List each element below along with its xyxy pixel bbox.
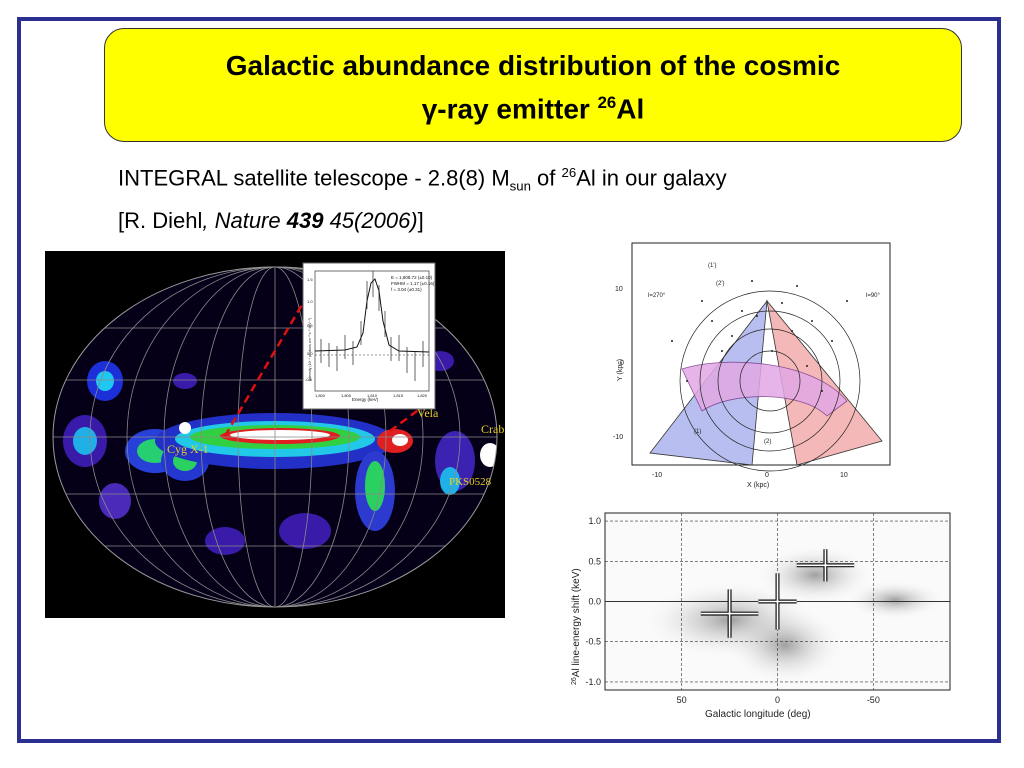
galaxy-diagram: -10 0 10 10 0 -10 X (kpc) Y (kpc) l=270°… [612,241,892,489]
sky-map-image: Cyg X-1 Vela Crab PKS0528 E = 1,808.72 (… [45,251,505,618]
inset-ylabel: Intensity (10⁻⁴ photons cm⁻² s⁻¹ keV⁻¹) [308,318,312,381]
label-2-prime: (2') [716,281,724,287]
scatter-dots [671,280,848,392]
y-tick-label: 1.0 [588,516,601,526]
error-cross [700,589,759,638]
inset-xlabel: Energy (keV) [352,397,379,402]
subtitle-text: of [530,165,562,191]
diagram-xtick: 10 [840,472,848,479]
title-line-1: Galactic abundance distribution of the c… [225,50,841,81]
y-tick-label: 0.5 [588,556,601,566]
shift-ylabel-sup: 26 [571,677,578,685]
inset-ytick: 0.0 [307,351,313,356]
citation-volume: 439 [286,207,324,233]
sky-map-svg: Cyg X-1 Vela Crab PKS0528 E = 1,808.72 (… [52,262,504,608]
inset-fit-flux: f = 3.04 (±0.31) [391,287,422,292]
x-tick-label: 0 [775,695,780,705]
galaxy-diagram-svg: -10 0 10 10 0 -10 X (kpc) Y (kpc) l=270°… [613,242,891,489]
label-1: (1) [694,429,701,435]
y-tick-label: -1.0 [585,677,601,687]
subtitle-text: Al in our galaxy [576,165,727,191]
y-tick-label: -0.5 [585,637,601,647]
label-1-prime: (1') [708,263,716,269]
diagram-xtick: 0 [765,472,769,479]
diagram-ytick: 0 [620,360,624,367]
subtitle-text: INTEGRAL satellite telescope - 2.8(8) M [118,165,510,191]
inset-xtick: 1,800 [315,393,326,398]
sky-grid [53,267,497,607]
citation-pages: 45(2006) [323,207,418,233]
slide-title: Galactic abundance distribution of the c… [104,28,962,142]
label-l90: l=90° [866,293,881,299]
subtitle-superscript: 26 [561,165,577,180]
label-crab: Crab [481,422,504,436]
diagram-ylabel: Y (kpc) [617,359,624,381]
y-tick-label: 0.0 [588,597,601,607]
title-superscript: 26 [597,93,617,112]
subtitle: INTEGRAL satellite telescope - 2.8(8) Ms… [118,156,727,238]
citation-journal: , Nature [202,207,287,233]
citation-end: ] [417,207,424,233]
orbit-circles [679,290,861,472]
error-cross [796,549,855,582]
shift-plot: 1.0 0.5 0.0 -0.5 -1.0 50 0 -50 Galactic longitu… [565,505,960,730]
citation-author: [R. Diehl [118,207,203,233]
emission-blobs [63,351,497,555]
diagram-xtick: -10 [652,472,662,479]
inset-fit-energy: E = 1,808.72 (±0.10) [391,275,433,280]
inset-fit-fwhm: FWHM = 1.17 (±0.16) [391,281,435,286]
diagram-ytick: -10 [613,434,623,441]
diagram-ytick: 10 [615,286,623,293]
inset-xtick: 1,815 [393,393,404,398]
title-line-2-pre: γ-ray emitter [421,93,598,125]
label-pks0528: PKS0528 [449,476,492,488]
subtitle-subscript: sun [509,178,531,194]
inset-xtick: 1,820 [417,393,428,398]
title-line-2-post: Al [616,93,645,125]
label-2: (2) [764,439,771,445]
shift-ylabel-rest: Al line-energy shift (keV) [571,568,582,677]
inset-ytick: 1.5 [307,277,313,282]
inset-xtick: 1,810 [367,393,378,398]
purple-arrow-band [681,361,848,417]
shift-xlabel: Galactic longitude (deg) [705,709,811,720]
sky-outline [52,266,498,608]
x-tick-label: -50 [867,695,880,705]
error-cross [758,573,797,630]
inset-ytick: 0.5 [307,323,313,328]
label-l270: l=270° [648,293,666,299]
shift-ylabel: 26Al line-energy shift (keV) [571,568,582,685]
x-tick-label: 50 [677,695,687,705]
label-cyg-x1: Cyg X-1 [167,442,209,456]
diagram-xlabel: X (kpc) [747,482,769,489]
inset-xtick: 1,805 [341,393,352,398]
inset-ytick: -0.5 [305,377,313,382]
inset-spectrum: E = 1,808.72 (±0.10) FWHM = 1.17 (±0.16)… [302,262,436,410]
shift-plot-svg: 1.0 0.5 0.0 -0.5 -1.0 50 0 -50 Galactic longitu… [571,512,951,720]
inset-ytick: 1.0 [307,299,313,304]
